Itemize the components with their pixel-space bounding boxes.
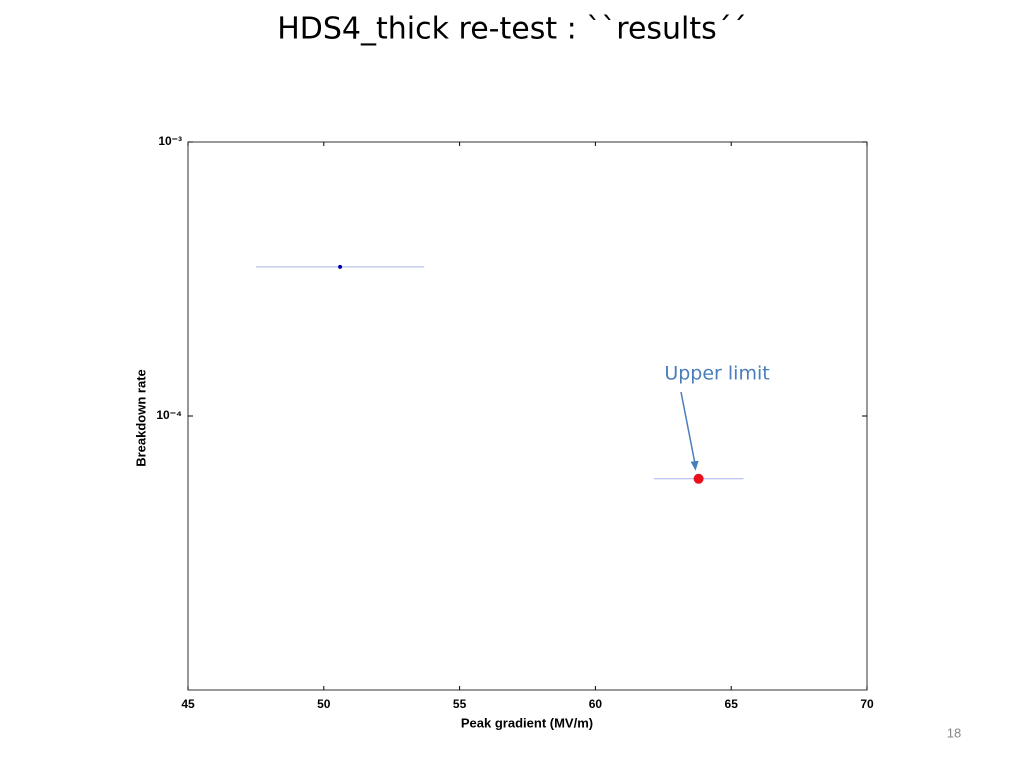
annotation: Upper limit — [664, 363, 769, 385]
slide-title: HDS4_thick re-test : ``results´´ — [277, 12, 747, 47]
plot-frame — [187, 141, 868, 691]
y-tick-label: 10⁻³ — [158, 134, 182, 148]
arrow-head — [690, 460, 699, 471]
point — [693, 473, 704, 484]
page-number: 18 — [947, 725, 961, 740]
x-tick-label: 65 — [725, 697, 739, 711]
x-axis-label: Peak gradient (MV/m) — [461, 715, 593, 730]
x-tick-label: 55 — [453, 697, 467, 711]
x-tick-label: 70 — [860, 697, 874, 711]
y-axis-label: Breakdown rate — [133, 369, 148, 467]
x-tick-label: 60 — [589, 697, 603, 711]
y-tick-label: 10⁻⁴ — [156, 408, 182, 422]
point — [338, 264, 343, 269]
annotation-arrow — [680, 391, 697, 467]
x-tick-label: 50 — [317, 697, 331, 711]
x-tick-label: 45 — [181, 697, 195, 711]
